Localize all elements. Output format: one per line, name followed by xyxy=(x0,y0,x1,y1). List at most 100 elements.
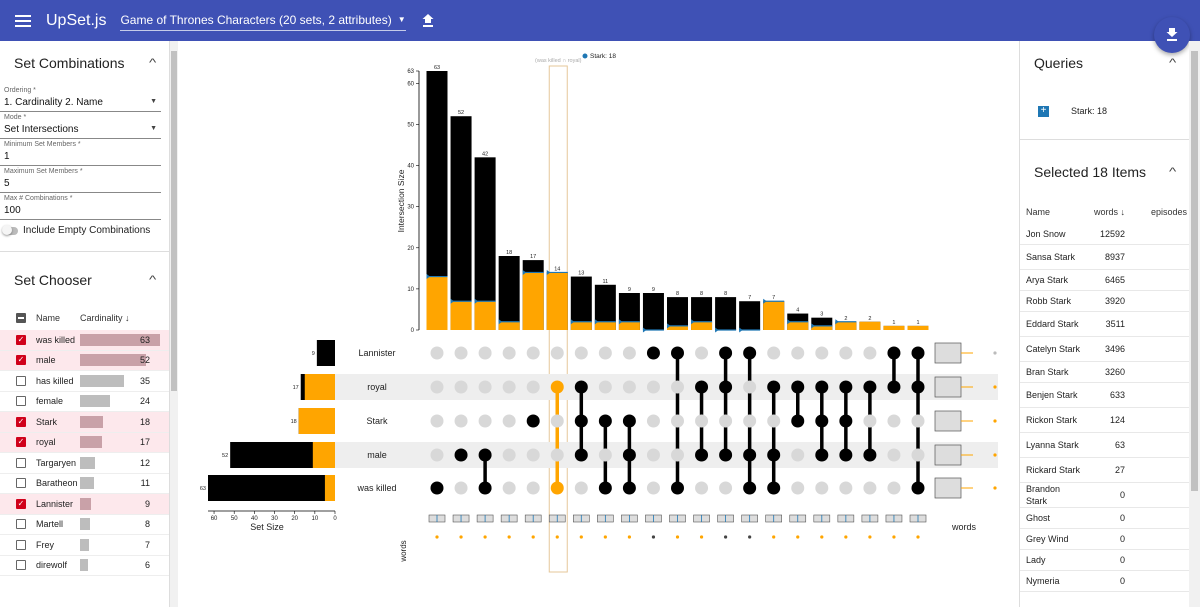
matrix-dot[interactable] xyxy=(526,448,540,462)
matrix-dot[interactable] xyxy=(911,414,925,428)
set-checkbox[interactable] xyxy=(16,539,26,550)
matrix-dot[interactable] xyxy=(743,481,757,495)
matrix-dot[interactable] xyxy=(478,346,492,360)
mode-select[interactable]: Mode * Set Intersections ▼ xyxy=(0,112,161,139)
intersection-bar[interactable] xyxy=(715,297,737,330)
matrix-dot[interactable] xyxy=(430,481,444,495)
intersection-bar[interactable] xyxy=(618,293,640,330)
matrix-dot[interactable] xyxy=(791,414,805,428)
matrix-dot[interactable] xyxy=(622,481,636,495)
matrix-dot[interactable] xyxy=(743,380,757,394)
matrix-dot[interactable] xyxy=(695,481,709,495)
item-row[interactable]: Robb Stark 3920 xyxy=(1020,291,1189,312)
item-row[interactable]: Grey Wind 0 xyxy=(1020,529,1189,550)
include-empty-toggle[interactable] xyxy=(2,224,18,235)
query-item[interactable]: + Stark: 18 xyxy=(1020,97,1189,125)
matrix-dot[interactable] xyxy=(502,414,516,428)
matrix-dot[interactable] xyxy=(863,481,877,495)
matrix-dot[interactable] xyxy=(791,346,805,360)
matrix-dot[interactable] xyxy=(911,448,925,462)
matrix-dot[interactable] xyxy=(767,346,781,360)
matrix-dot[interactable] xyxy=(815,346,829,360)
matrix-dot[interactable] xyxy=(646,380,660,394)
matrix-dot[interactable] xyxy=(815,414,829,428)
matrix-dot[interactable] xyxy=(622,380,636,394)
matrix-dot[interactable] xyxy=(598,414,612,428)
matrix-dot[interactable] xyxy=(454,380,468,394)
matrix-dot[interactable] xyxy=(671,414,684,428)
matrix-dot[interactable] xyxy=(671,346,684,360)
intersection-bar[interactable] xyxy=(667,297,688,330)
matrix-dot[interactable] xyxy=(502,448,516,462)
chevron-up-icon[interactable]: ^ xyxy=(148,274,157,286)
matrix-dot[interactable] xyxy=(695,448,709,462)
matrix-dot[interactable] xyxy=(719,414,733,428)
matrix-dot[interactable] xyxy=(502,346,516,360)
matrix-dot[interactable] xyxy=(550,380,564,394)
matrix-dot[interactable] xyxy=(646,346,660,360)
matrix-dot[interactable] xyxy=(526,380,540,394)
item-row[interactable]: Brandon Stark 0 xyxy=(1020,483,1189,508)
set-checkbox[interactable]: ✓ xyxy=(16,498,26,509)
matrix-dot[interactable] xyxy=(743,448,757,462)
column-words[interactable]: words ↓ xyxy=(1093,207,1125,217)
intersection-bar[interactable] xyxy=(642,293,664,330)
intersection-bar[interactable] xyxy=(570,276,592,330)
matrix-dot[interactable] xyxy=(815,448,829,462)
column-name[interactable]: Name xyxy=(1026,207,1051,217)
set-checkbox[interactable] xyxy=(16,375,26,386)
set-chooser-row[interactable]: ✓ Lannister 9 xyxy=(0,494,169,515)
matrix-dot[interactable] xyxy=(454,414,468,428)
matrix-dot[interactable] xyxy=(887,414,901,428)
matrix-dot[interactable] xyxy=(622,346,636,360)
intersection-bar[interactable] xyxy=(498,256,520,330)
matrix-dot[interactable] xyxy=(767,481,781,495)
set-chooser-row[interactable]: female 24 xyxy=(0,392,169,412)
item-row[interactable]: Jon Snow 12592 xyxy=(1020,224,1189,245)
matrix-dot[interactable] xyxy=(839,414,853,428)
matrix-dot[interactable] xyxy=(791,481,805,495)
matrix-dot[interactable] xyxy=(502,380,516,394)
matrix-dot[interactable] xyxy=(815,380,829,394)
item-row[interactable]: Ghost 0 xyxy=(1020,508,1189,529)
matrix-dot[interactable] xyxy=(646,481,660,495)
matrix-dot[interactable] xyxy=(478,448,492,462)
matrix-dot[interactable] xyxy=(791,448,805,462)
set-chooser-header[interactable]: Set Chooser ^ xyxy=(0,258,169,302)
add-query-icon[interactable]: + xyxy=(1038,105,1049,117)
max-members-field[interactable]: Maximum Set Members * 5 xyxy=(0,166,161,193)
min-members-field[interactable]: Minimum Set Members * 1 xyxy=(0,139,161,166)
item-row[interactable]: Lyanna Stark 63 xyxy=(1020,433,1189,458)
matrix-dot[interactable] xyxy=(430,414,444,428)
item-row[interactable]: Eddard Stark 3511 xyxy=(1020,312,1189,337)
intersection-bar[interactable] xyxy=(450,116,472,330)
item-row[interactable]: Nymeria 0 xyxy=(1020,571,1189,592)
item-row[interactable]: Arya Stark 6465 xyxy=(1020,270,1189,291)
matrix-dot[interactable] xyxy=(863,346,877,360)
matrix-dot[interactable] xyxy=(598,346,612,360)
matrix-dot[interactable] xyxy=(863,380,877,394)
set-chooser-row[interactable]: ✓ was killed 63 xyxy=(0,330,169,351)
download-button[interactable] xyxy=(1154,17,1190,53)
max-combinations-field[interactable]: Max # Combinations * 100 xyxy=(0,193,161,220)
set-combinations-header[interactable]: Set Combinations ^ xyxy=(0,41,169,85)
set-checkbox[interactable] xyxy=(16,560,26,571)
upload-icon[interactable] xyxy=(422,13,434,28)
matrix-dot[interactable] xyxy=(671,481,684,495)
set-checkbox[interactable] xyxy=(16,457,26,468)
matrix-dot[interactable] xyxy=(622,414,636,428)
item-row[interactable]: Catelyn Stark 3496 xyxy=(1020,337,1189,362)
matrix-dot[interactable] xyxy=(911,380,925,394)
matrix-dot[interactable] xyxy=(743,414,757,428)
matrix-dot[interactable] xyxy=(743,346,757,360)
matrix-dot[interactable] xyxy=(574,481,588,495)
matrix-dot[interactable] xyxy=(526,481,540,495)
include-empty-toggle-row[interactable]: Include Empty Combinations xyxy=(0,220,169,241)
set-size-bar[interactable] xyxy=(316,340,335,366)
matrix-dot[interactable] xyxy=(646,414,660,428)
set-chooser-row[interactable]: Frey 7 xyxy=(0,535,169,556)
column-name[interactable]: Name xyxy=(36,313,61,323)
matrix-dot[interactable] xyxy=(574,414,588,428)
matrix-dot[interactable] xyxy=(502,481,516,495)
select-all-checkbox[interactable] xyxy=(16,313,26,323)
